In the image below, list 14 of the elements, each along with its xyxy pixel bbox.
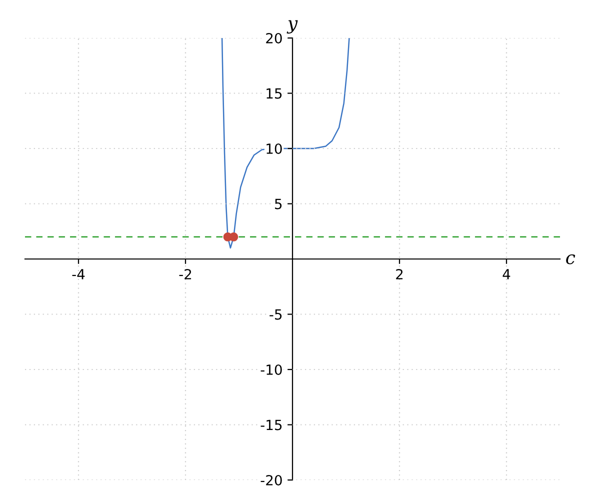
x-tick-label: 2: [396, 268, 403, 280]
y-axis-title: y: [286, 20, 298, 34]
x-tick-label: -4: [72, 269, 85, 280]
y-tick-label: 20: [266, 32, 282, 44]
x-tick-label: -2: [179, 268, 192, 280]
y-tick-label: 10: [266, 143, 282, 154]
y-tick-label: -15: [260, 420, 282, 430]
y-tick-label: -10: [260, 364, 282, 375]
x-tick-label: 4: [502, 269, 510, 280]
y-tick-label: 15: [266, 88, 282, 99]
y-tick-label: -20: [260, 474, 282, 486]
x-axis-title: c: [566, 254, 576, 264]
y-tick-label: -5: [270, 309, 282, 320]
y-tick-label: 5: [275, 198, 282, 210]
